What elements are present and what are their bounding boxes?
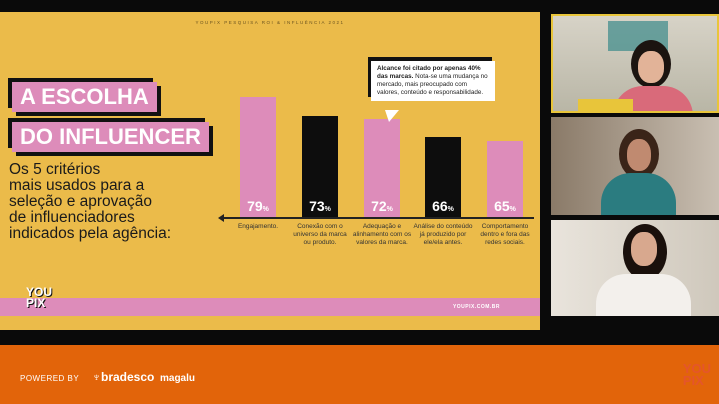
category-label: Conexão com o universo da marca ou produ…: [293, 223, 347, 246]
callout-text: Nota-se uma mudança no mercado, mais pre…: [377, 73, 488, 96]
video-tile-participant-1[interactable]: [551, 14, 719, 113]
desc-line: Os 5 critérios: [9, 161, 101, 178]
desc-line: de influenciadores: [9, 209, 135, 226]
bar-4: 66%: [425, 137, 461, 218]
category-label: Engajamento.: [237, 223, 279, 230]
desc-line: seleção e aprovação: [9, 193, 153, 210]
x-axis: [222, 217, 534, 219]
bar-2: 73%: [302, 115, 338, 218]
bottom-strip: [0, 298, 540, 316]
callout-bold: Alcance foi citado por apenas 40% das ma…: [377, 65, 481, 80]
axis-arrow: [218, 214, 224, 222]
bar-5: 65%: [487, 140, 523, 218]
bar-value-label: 65%: [494, 198, 516, 214]
tree-icon: ♆: [92, 370, 101, 384]
category-label: Adequação e alinhamento com os valores d…: [352, 223, 412, 246]
category-label: Análise do conteúdo já produzido por ele…: [413, 223, 473, 246]
youpix-footer-logo: YOU PIX: [682, 361, 711, 388]
bar-value-label: 79%: [247, 197, 269, 214]
callout-box: Alcance foi citado por apenas 40% das ma…: [371, 61, 495, 101]
callout-tail: [385, 110, 399, 122]
bradesco-logo: ♆bradesco: [92, 370, 154, 384]
desc-line: indicados pela agência:: [9, 225, 172, 242]
magalu-logo: magalu: [160, 373, 196, 384]
bar-value-label: 66%: [432, 197, 454, 214]
slide-url: YOUPIX.COM.BR: [452, 304, 500, 310]
youpix-logo: YOU PIX: [26, 285, 53, 310]
stream-footer: POWERED BY ♆bradesco magalu YOU PIX: [0, 345, 719, 404]
bar-value-label: 73%: [309, 197, 331, 214]
powered-by-label: POWERED BY: [20, 374, 80, 383]
bar-value-label: 72%: [371, 197, 393, 214]
video-tile-participant-3[interactable]: [551, 220, 719, 316]
bar-3: 72%: [364, 118, 400, 218]
slide-description: Os 5 critérios mais usados para a seleçã…: [9, 162, 171, 242]
title-line-2: DO INFLUENCER: [12, 122, 209, 152]
sponsor-bradesco: bradesco: [101, 370, 155, 384]
category-label: Comportamento dentro e fora das redes so…: [480, 223, 530, 246]
desc-line: mais usados para a: [9, 177, 145, 194]
title-line-1: A ESCOLHA: [12, 82, 157, 112]
slide-subtitle: YOUPIX PESQUISA ROI & INFLUÊNCIA 2021: [195, 20, 345, 25]
presentation-slide: YOUPIX PESQUISA ROI & INFLUÊNCIA 2021 A …: [0, 12, 540, 330]
video-tile-participant-2[interactable]: [551, 117, 719, 215]
bar-1: 79%: [240, 97, 276, 218]
